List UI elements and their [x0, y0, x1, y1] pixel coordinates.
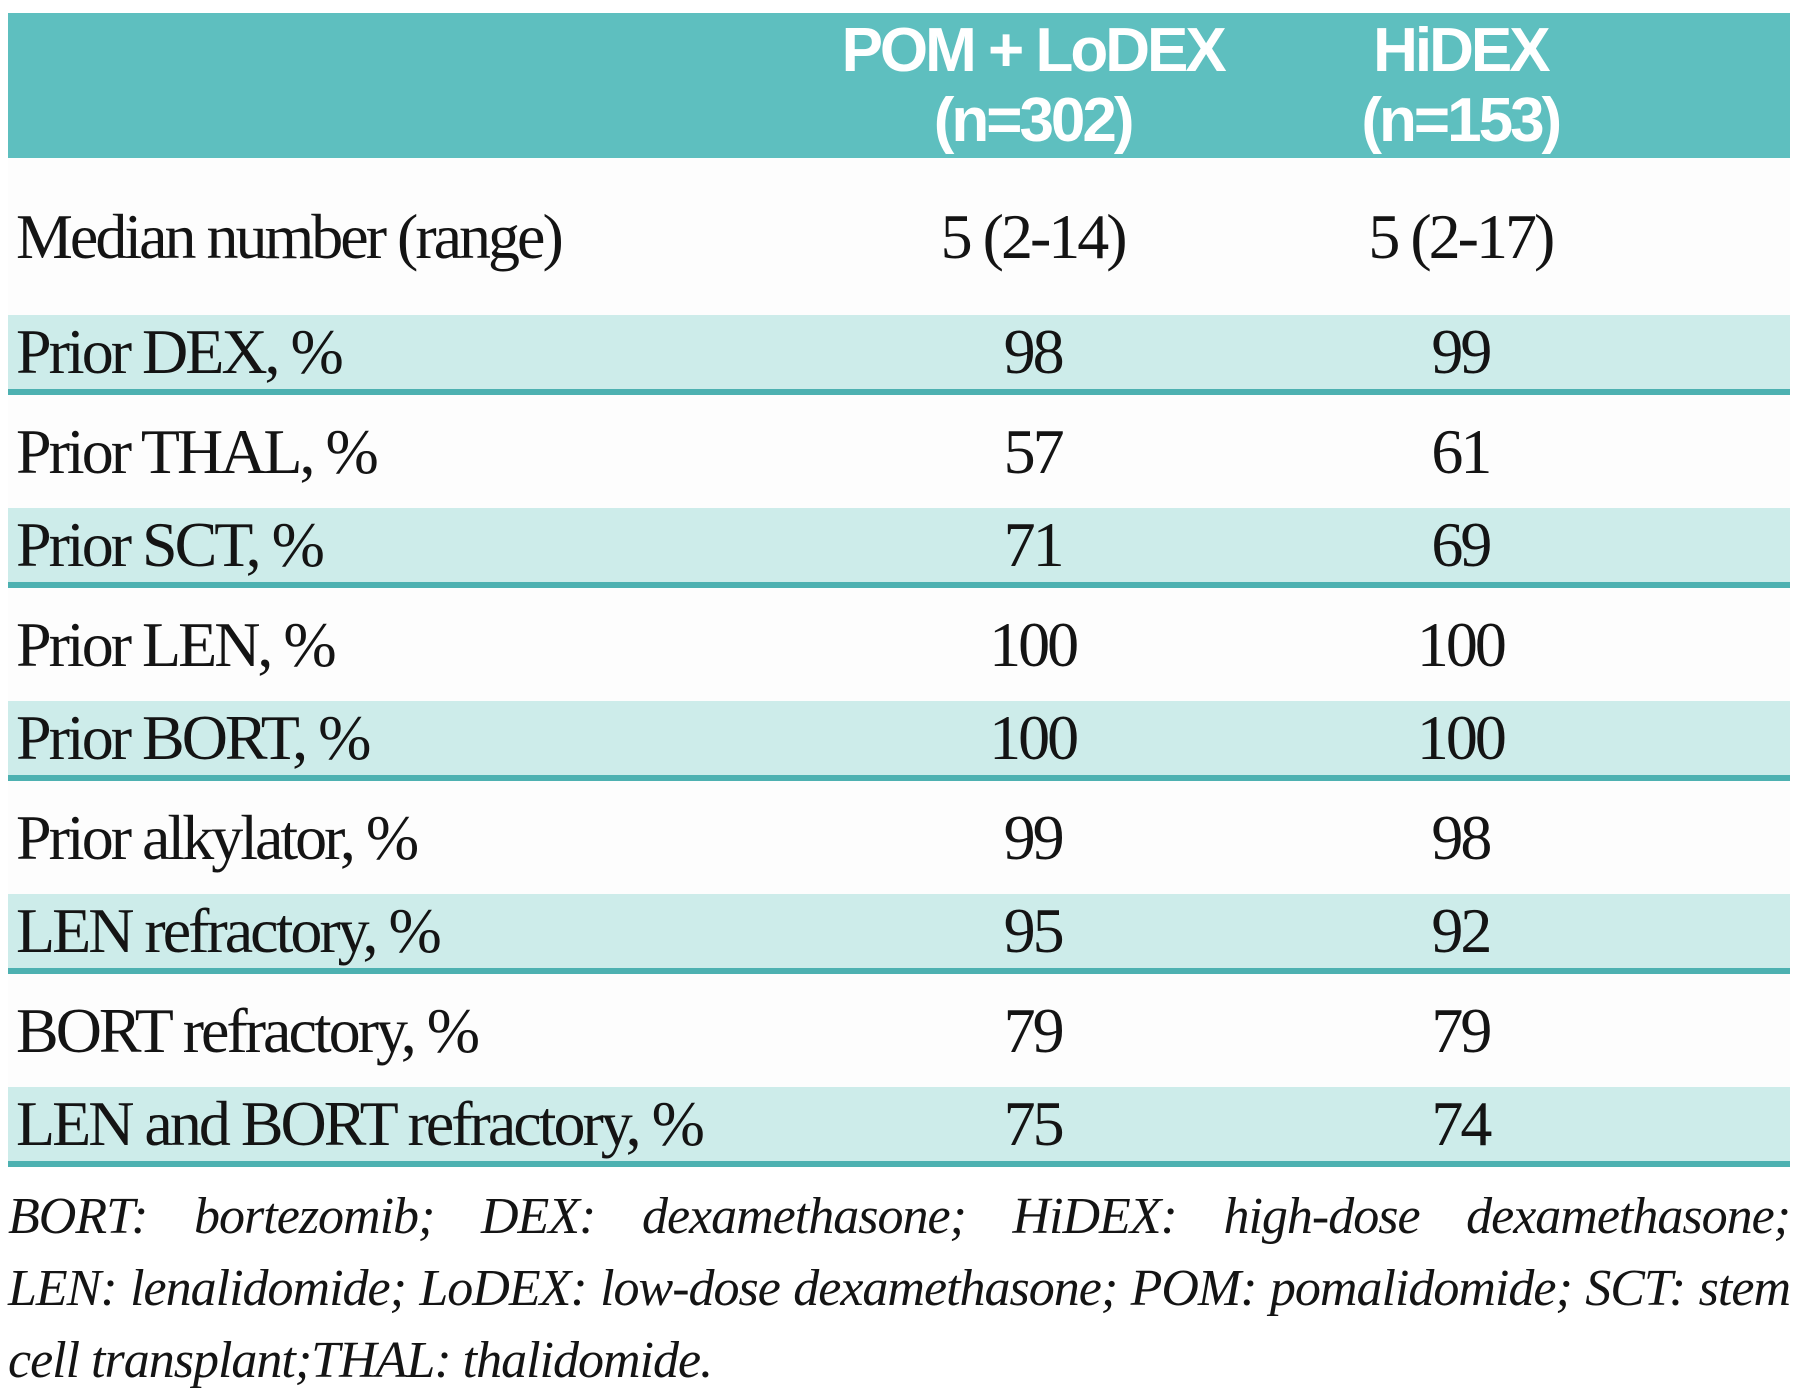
table-row-prior-thal: Prior THAL, % 57 61	[8, 395, 1790, 508]
row-label: LEN refractory, %	[16, 895, 442, 966]
row-label: Prior DEX, %	[16, 316, 344, 387]
cell-hidex: 92	[1431, 895, 1492, 966]
cell-pom-lodex: 57	[1003, 415, 1065, 487]
row-label: Prior THAL, %	[16, 415, 379, 487]
cell-pom-lodex: 99	[1003, 801, 1065, 873]
table-row-prior-bort: Prior BORT, % 100 100	[8, 701, 1790, 781]
row-label: Prior SCT, %	[16, 509, 325, 580]
footnote-line-3: cell transplant;THAL: thalidomide.	[8, 1332, 713, 1389]
table-row-median-number: Median number (range) 5 (2-14) 5 (2-17)	[8, 158, 1790, 315]
cell-pom-lodex: 95	[1003, 895, 1065, 966]
table-row-bort-refractory: BORT refractory, % 79 79	[8, 974, 1790, 1087]
cell-hidex: 5 (2-17)	[1368, 200, 1555, 272]
cell-hidex: 100	[1416, 702, 1507, 773]
row-label: Prior LEN, %	[16, 608, 337, 680]
cell-pom-lodex: 98	[1003, 316, 1065, 387]
cell-hidex: 61	[1431, 415, 1492, 487]
row-label: Prior BORT, %	[16, 702, 371, 773]
header-pom-lodex-n: (n=302)	[933, 85, 1135, 155]
footnote-line-1: BORT: bortezomib; DEX: dexamethasone; Hi…	[8, 1188, 1791, 1245]
cell-pom-lodex: 79	[1003, 994, 1065, 1066]
row-label: LEN and BORT refractory, %	[16, 1088, 705, 1159]
table-row-len-and-bort-refractory: LEN and BORT refractory, % 75 74	[8, 1087, 1790, 1167]
header-hidex-n: (n=153)	[1361, 85, 1562, 155]
cell-pom-lodex: 71	[1003, 509, 1065, 580]
cell-hidex: 99	[1431, 316, 1492, 387]
table-row-prior-alkylator: Prior alkylator, % 99 98	[8, 781, 1790, 894]
row-label: Prior alkylator, %	[16, 801, 419, 873]
cell-pom-lodex: 100	[989, 608, 1079, 680]
header-hidex: HiDEX (n=153)	[1273, 16, 1647, 156]
table-row-prior-sct: Prior SCT, % 71 69	[8, 508, 1790, 588]
table-row-prior-dex: Prior DEX, % 98 99	[8, 315, 1790, 395]
cell-pom-lodex: 100	[989, 702, 1079, 773]
table-row-len-refractory: LEN refractory, % 95 92	[8, 894, 1790, 974]
abbreviations-footnote: BORT: bortezomib; DEX: dexamethasone; Hi…	[8, 1181, 1791, 1397]
header-pom-lodex-name: POM + LoDEX	[841, 15, 1227, 85]
cell-hidex: 100	[1416, 608, 1507, 680]
row-label: Median number (range)	[16, 200, 564, 272]
cell-pom-lodex: 5 (2-14)	[940, 200, 1128, 272]
row-label: BORT refractory, %	[16, 994, 480, 1066]
header-pom-lodex: POM + LoDEX (n=302)	[792, 16, 1273, 156]
cell-hidex: 69	[1431, 509, 1492, 580]
header-hidex-name: HiDEX	[1373, 15, 1550, 85]
cell-hidex: 74	[1431, 1088, 1492, 1159]
cell-pom-lodex: 75	[1003, 1088, 1065, 1159]
table-row-prior-len: Prior LEN, % 100 100	[8, 588, 1790, 701]
patient-characteristics-table: POM + LoDEX (n=302) HiDEX (n=153) Median…	[8, 13, 1791, 1397]
table-header-row: POM + LoDEX (n=302) HiDEX (n=153)	[8, 13, 1790, 158]
cell-hidex: 79	[1431, 994, 1492, 1066]
footnote-line-2: LEN: lenalidomide; LoDEX: low-dose dexam…	[8, 1260, 1791, 1317]
cell-hidex: 98	[1431, 801, 1492, 873]
